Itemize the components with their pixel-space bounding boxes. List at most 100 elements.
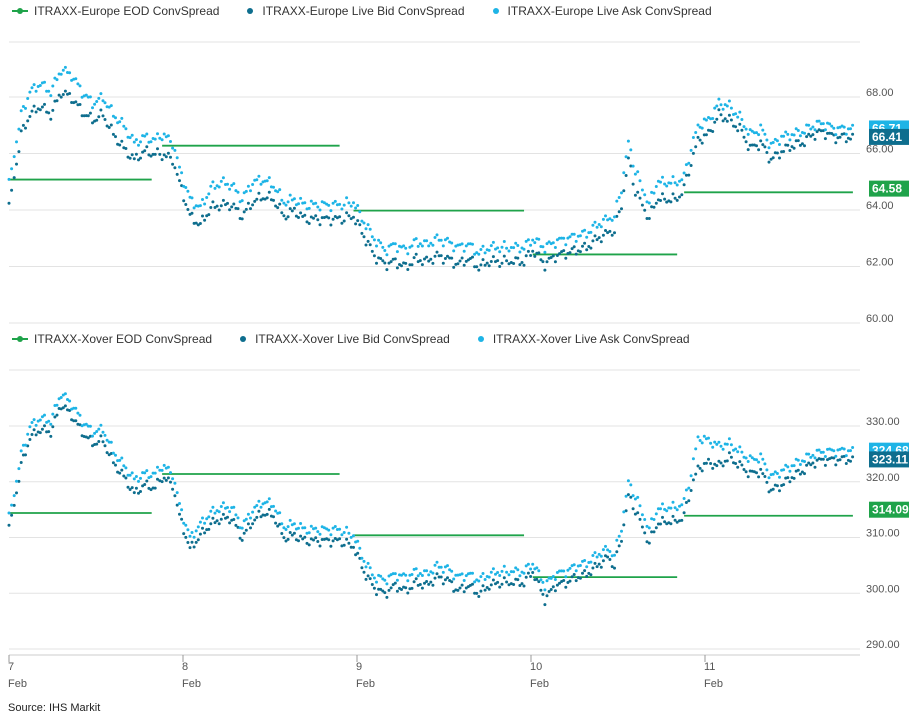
bid-point — [166, 151, 170, 155]
ask-point — [696, 123, 700, 127]
bid-point — [738, 460, 742, 464]
ask-point — [541, 245, 545, 249]
y-tick-label: 64.00 — [866, 200, 894, 212]
ask-point — [811, 125, 815, 129]
bid-point — [526, 249, 530, 253]
bid-point — [771, 487, 775, 491]
bid-point — [182, 199, 186, 203]
bid-point — [178, 179, 181, 183]
ask-point — [553, 578, 557, 581]
legend-item-europe-eod[interactable]: ITRAXX-Europe EOD ConvSpread — [12, 4, 219, 18]
legend-item-xover-ask[interactable]: ITRAXX-Xover Live Ask ConvSpread — [474, 332, 690, 346]
ask-point — [775, 472, 779, 475]
ask-point — [17, 467, 21, 471]
bid-point — [755, 144, 758, 148]
ask-point — [834, 133, 838, 137]
ask-point — [149, 140, 153, 144]
bid-point — [698, 466, 702, 470]
ask-point — [638, 179, 642, 183]
value-label-box — [869, 501, 909, 518]
bid-point — [489, 260, 493, 263]
bid-point — [246, 522, 250, 526]
bid-point — [312, 538, 315, 542]
ask-point — [10, 167, 14, 171]
bid-point — [63, 404, 67, 408]
bid-point — [28, 115, 32, 118]
legend-item-xover-eod[interactable]: ITRAXX-Xover EOD ConvSpread — [12, 332, 212, 346]
legend-item-europe-ask[interactable]: ITRAXX-Europe Live Ask ConvSpread — [489, 4, 712, 18]
ask-point — [272, 185, 275, 189]
ask-point — [615, 538, 619, 542]
ask-point — [750, 129, 754, 133]
bid-point — [834, 141, 838, 145]
ask-point — [636, 495, 640, 499]
ask-point — [352, 201, 355, 205]
ask-point — [526, 562, 530, 566]
bid-point — [462, 590, 466, 594]
bid-point — [17, 150, 21, 154]
bid-point — [201, 214, 204, 218]
ask-point — [727, 99, 731, 103]
ask-point — [514, 566, 518, 570]
bid-point — [158, 152, 162, 156]
ask-point — [593, 551, 597, 555]
ask-point — [617, 196, 621, 199]
ask-point — [118, 458, 122, 462]
ask-point — [750, 456, 754, 460]
bid-point — [105, 451, 109, 455]
ask-point — [505, 246, 509, 250]
ask-point — [219, 505, 223, 508]
ask-point — [192, 535, 196, 539]
bid-point — [715, 464, 719, 468]
ask-point — [591, 554, 595, 557]
ask-point — [645, 200, 649, 204]
ask-point — [709, 441, 713, 445]
legend-item-xover-bid[interactable]: ITRAXX-Xover Live Bid ConvSpread — [236, 332, 450, 346]
ask-point — [393, 572, 397, 576]
value-label-text: 314.09 — [872, 503, 909, 517]
bid-point — [640, 525, 644, 529]
bid-point — [228, 208, 232, 212]
bid-point — [652, 530, 656, 534]
bid-point — [284, 539, 288, 543]
ask-point — [288, 518, 292, 522]
bid-point — [169, 155, 172, 159]
ask-point — [496, 246, 500, 250]
bid-point — [118, 471, 122, 475]
bid-point — [49, 434, 53, 438]
bid-point — [349, 217, 353, 221]
bid-point — [742, 468, 746, 471]
bid-point — [813, 137, 817, 141]
ask-point — [669, 181, 673, 185]
bid-point — [647, 541, 651, 545]
bid-point — [360, 566, 364, 570]
ask-point — [462, 579, 466, 582]
ask-point — [460, 242, 464, 246]
bid-point — [682, 511, 686, 515]
bid-point — [318, 223, 322, 227]
bid-point — [487, 264, 491, 268]
bid-point — [696, 464, 700, 468]
bid-point — [381, 589, 385, 593]
legend-item-europe-bid[interactable]: ITRAXX-Europe Live Bid ConvSpread — [243, 4, 465, 18]
ask-point — [763, 132, 767, 136]
bid-point — [483, 263, 487, 267]
bid-point — [719, 461, 723, 465]
x-tick-label: 10 — [530, 661, 542, 673]
bid-point — [757, 148, 761, 152]
bid-point — [673, 196, 677, 200]
bid-point — [164, 155, 168, 159]
x-tick-label: 7 — [8, 661, 14, 673]
ask-point — [162, 463, 166, 467]
ask-point — [439, 238, 443, 242]
bid-point — [757, 475, 761, 479]
ask-point — [74, 77, 78, 81]
bid-point — [299, 534, 303, 538]
bid-point — [7, 523, 11, 527]
bid-point — [610, 233, 614, 237]
ask-point — [364, 565, 368, 569]
bid-point — [32, 104, 36, 108]
ask-point — [160, 468, 164, 472]
bid-point — [744, 140, 748, 144]
bid-point — [303, 213, 307, 217]
